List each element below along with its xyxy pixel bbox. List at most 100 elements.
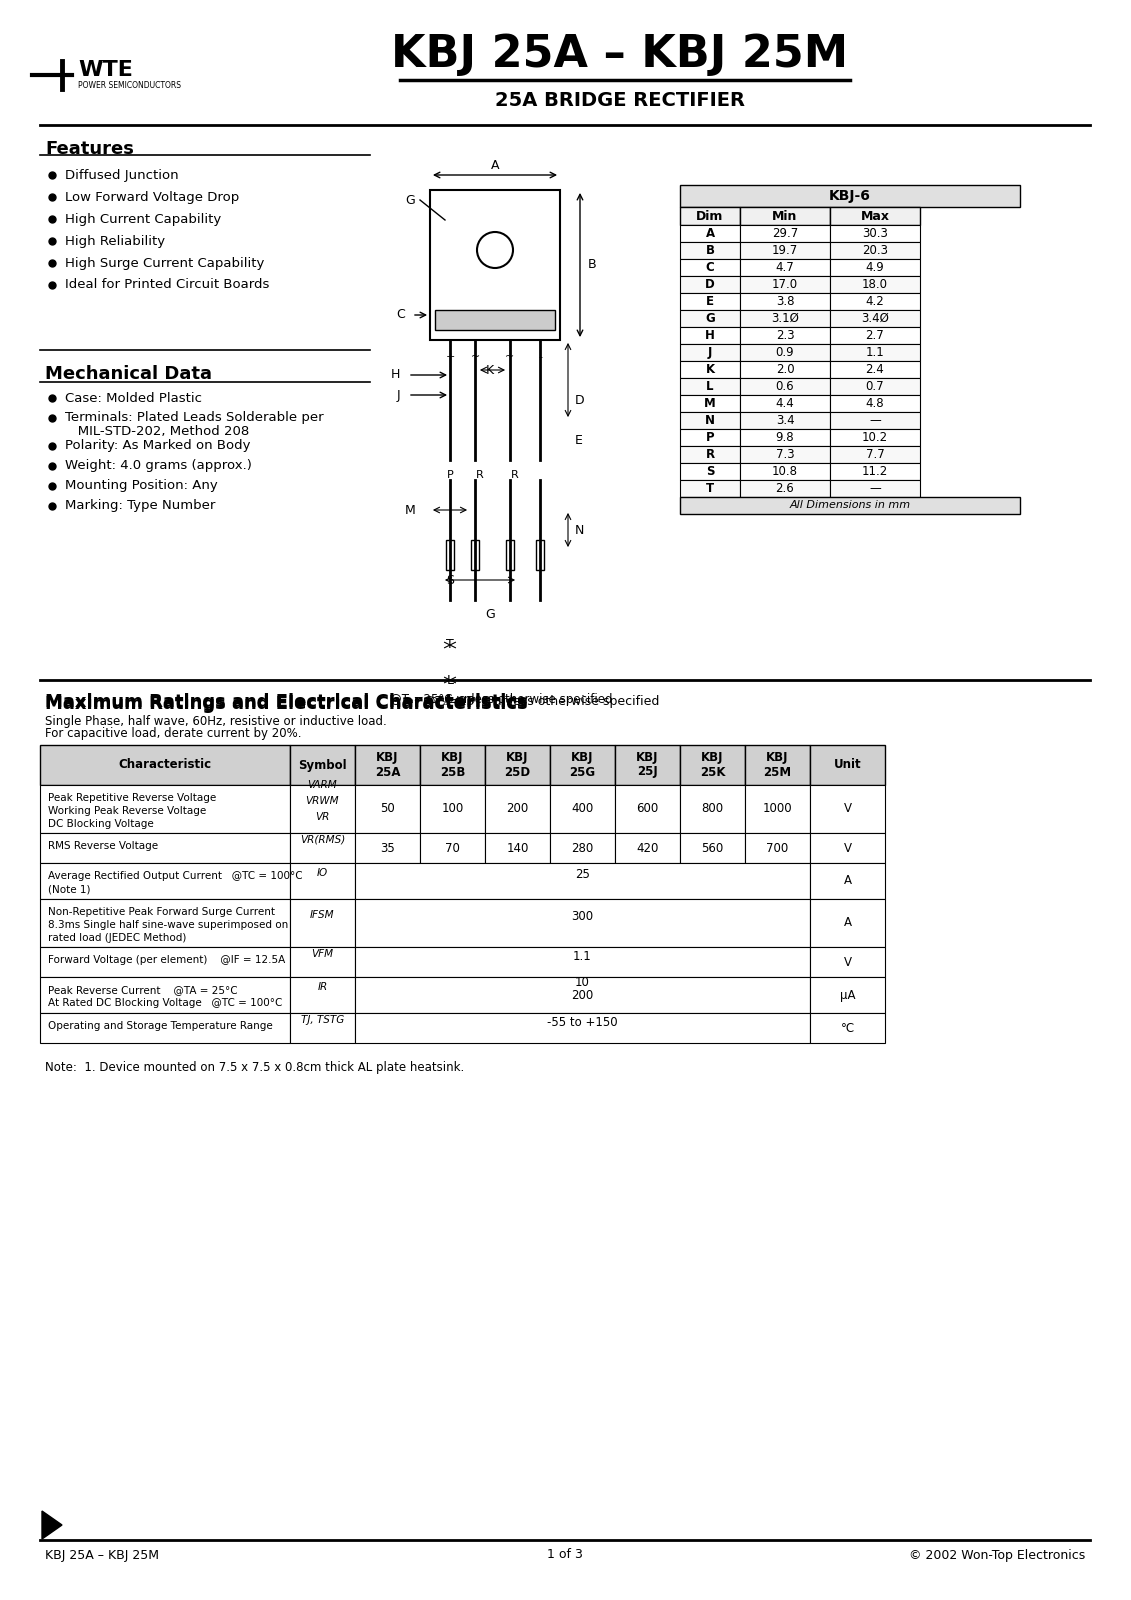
Text: Max: Max [861, 210, 889, 222]
Text: KBJ: KBJ [571, 752, 594, 765]
Bar [550, 746, 615, 786]
Bar [680, 411, 740, 429]
Text: M: M [705, 397, 716, 410]
Bar [485, 786, 550, 834]
Text: 140: 140 [507, 842, 528, 854]
Bar [830, 462, 920, 480]
Text: WTE: WTE [78, 59, 132, 80]
Bar [506, 541, 513, 570]
Text: Features: Features [45, 141, 133, 158]
Bar [680, 242, 740, 259]
Text: 29.7: 29.7 [771, 227, 798, 240]
Text: 2.3: 2.3 [776, 330, 794, 342]
Bar [740, 326, 830, 344]
Text: -55 to +150: -55 to +150 [547, 1016, 618, 1029]
Text: Characteristic: Characteristic [119, 758, 211, 771]
Text: KBJ 25A – KBJ 25M: KBJ 25A – KBJ 25M [45, 1549, 159, 1562]
Text: VARM: VARM [308, 781, 337, 790]
Text: 400: 400 [571, 803, 594, 816]
Bar [485, 746, 550, 786]
Bar [536, 541, 544, 570]
Text: RMS Reverse Voltage: RMS Reverse Voltage [48, 842, 158, 851]
Text: 25G: 25G [569, 765, 596, 779]
Bar [485, 834, 550, 862]
Bar [40, 978, 290, 1013]
Text: Case: Molded Plastic: Case: Molded Plastic [64, 392, 202, 405]
Text: N: N [705, 414, 715, 427]
Text: 2.0: 2.0 [776, 363, 794, 376]
Bar [740, 395, 830, 411]
Bar [740, 344, 830, 362]
Text: 70: 70 [446, 842, 460, 854]
Text: G: G [405, 194, 415, 206]
Text: 4.8: 4.8 [865, 397, 884, 410]
Text: 1.1: 1.1 [573, 949, 592, 963]
Text: R: R [511, 470, 519, 480]
Text: 3.8: 3.8 [776, 294, 794, 307]
Text: —: — [869, 482, 881, 494]
Bar [810, 834, 884, 862]
Text: 7.7: 7.7 [865, 448, 884, 461]
Bar [830, 326, 920, 344]
Bar [740, 226, 830, 242]
Text: 4.2: 4.2 [865, 294, 884, 307]
Bar [680, 446, 740, 462]
Text: 1000: 1000 [762, 803, 793, 816]
Bar [740, 293, 830, 310]
Text: KBJ: KBJ [377, 752, 399, 765]
Text: Symbol: Symbol [299, 758, 347, 771]
Bar [420, 746, 485, 786]
Text: S: S [706, 466, 715, 478]
Bar [680, 186, 1020, 206]
Text: R: R [706, 448, 715, 461]
Text: Unit: Unit [834, 758, 862, 771]
Text: H: H [390, 368, 400, 381]
Text: 100: 100 [441, 803, 464, 816]
Bar [355, 947, 810, 978]
Bar [680, 226, 740, 242]
Bar [680, 259, 740, 275]
Bar [830, 259, 920, 275]
Text: Working Peak Reverse Voltage: Working Peak Reverse Voltage [48, 806, 206, 816]
Bar [40, 1013, 290, 1043]
Bar [740, 378, 830, 395]
Bar [830, 395, 920, 411]
Text: IO: IO [317, 867, 328, 878]
Text: Min: Min [772, 210, 797, 222]
Bar [355, 746, 420, 786]
Polygon shape [42, 1510, 62, 1539]
Text: 25K: 25K [700, 765, 725, 779]
Bar [680, 310, 740, 326]
Text: KBJ 25A – KBJ 25M: KBJ 25A – KBJ 25M [391, 34, 848, 77]
Text: +: + [446, 352, 455, 362]
Bar [745, 746, 810, 786]
Bar [680, 206, 740, 226]
Text: 3.4: 3.4 [776, 414, 794, 427]
Text: 8.3ms Single half sine-wave superimposed on: 8.3ms Single half sine-wave superimposed… [48, 920, 288, 930]
Text: 20.3: 20.3 [862, 243, 888, 258]
Text: High Reliability: High Reliability [64, 235, 165, 248]
Text: 9.8: 9.8 [776, 430, 794, 443]
Text: 4.9: 4.9 [865, 261, 884, 274]
Text: C: C [706, 261, 715, 274]
Text: Diffused Junction: Diffused Junction [64, 168, 179, 181]
Text: Single Phase, half wave, 60Hz, resistive or inductive load.: Single Phase, half wave, 60Hz, resistive… [45, 715, 387, 728]
Text: KBJ: KBJ [766, 752, 788, 765]
Text: IFSM: IFSM [310, 910, 335, 920]
Bar [830, 362, 920, 378]
Bar [40, 899, 290, 947]
Text: V: V [844, 955, 852, 968]
Bar [830, 293, 920, 310]
Text: Marking: Type Number: Marking: Type Number [64, 499, 215, 512]
Bar [830, 275, 920, 293]
Bar [810, 1013, 884, 1043]
Bar [680, 462, 740, 480]
Bar [680, 746, 745, 786]
Bar [740, 446, 830, 462]
Bar [290, 862, 355, 899]
Text: KBJ: KBJ [701, 752, 724, 765]
Text: Average Rectified Output Current   @TC = 100°C: Average Rectified Output Current @TC = 1… [48, 870, 303, 882]
Text: ~: ~ [470, 352, 480, 362]
Text: 50: 50 [380, 803, 395, 816]
Bar [830, 446, 920, 462]
